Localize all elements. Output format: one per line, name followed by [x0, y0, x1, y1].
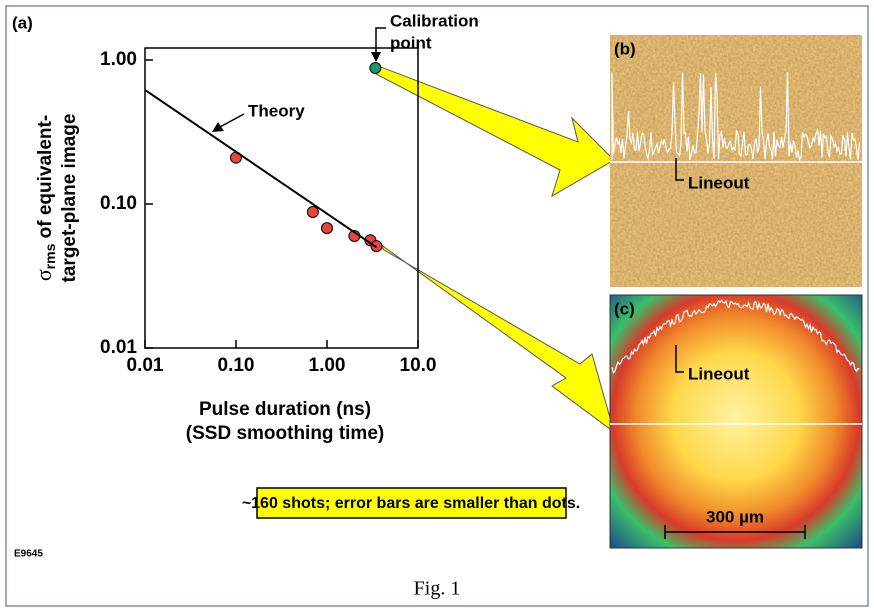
x-tick-label: 0.01 [127, 355, 164, 376]
data-point [306, 205, 319, 218]
annotation-arrow [217, 113, 245, 129]
lineout-label: Lineout [688, 173, 750, 192]
data-point [321, 222, 333, 235]
panel-label: (a) [12, 13, 33, 32]
image-c [609, 294, 863, 549]
x-axis-title: (SSD smoothing time) [186, 423, 384, 444]
x-tick-label: 0.10 [218, 355, 255, 376]
scale-bar-label: 300 µm [706, 507, 764, 526]
lineout-label: Lineout [688, 364, 750, 383]
x-axis-title: Pulse duration (ns) [199, 399, 371, 420]
callout-arrow [375, 65, 615, 198]
figure-border [5, 5, 869, 607]
plot-frame [144, 47, 419, 349]
y-axis-title: σrms of equivalent- [31, 115, 58, 281]
y-tick-label: 0.10 [100, 193, 137, 214]
annotation-arrow [212, 122, 224, 132]
caption: Fig. 1 [414, 578, 461, 600]
annotation: Calibration [390, 11, 479, 30]
data-point [369, 61, 382, 74]
data-point [370, 240, 383, 253]
image-label: (c) [614, 299, 635, 318]
theory-line [144, 89, 378, 249]
annotation-arrow [371, 52, 381, 62]
annotation: point [390, 33, 432, 52]
y-tick-label: 1.00 [100, 49, 137, 70]
image-label: (b) [614, 39, 636, 58]
note-box [256, 487, 567, 519]
y-tick-label: 0.01 [100, 337, 137, 358]
figure-code: E9645 [14, 549, 43, 560]
callout-arrow [379, 243, 615, 434]
note: ~160 shots; error bars are smaller than … [242, 495, 580, 512]
image-b [609, 34, 863, 288]
annotation-arrow [375, 27, 386, 56]
annotation: Theory [248, 101, 305, 120]
y-axis-title: target-plane image [59, 114, 80, 283]
x-tick-label: 1.00 [309, 355, 346, 376]
x-tick-label: 10.0 [400, 355, 437, 376]
